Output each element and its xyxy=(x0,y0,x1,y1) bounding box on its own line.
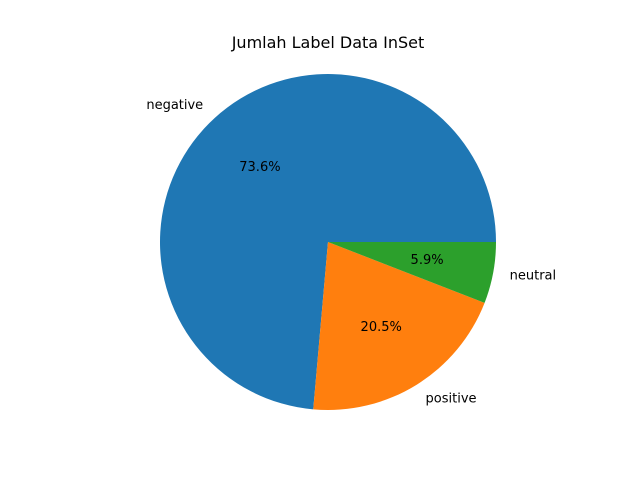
slice-label-negative: negative xyxy=(146,98,203,113)
chart-title: Jumlah Label Data InSet xyxy=(231,33,425,52)
percent-label-positive: 20.5% xyxy=(361,320,402,335)
pie-slice-neutral xyxy=(328,242,496,303)
pie-slice-positive xyxy=(313,242,485,410)
slice-label-neutral: neutral xyxy=(510,269,557,284)
slice-label-positive: positive xyxy=(426,391,477,406)
percent-label-neutral: 5.9% xyxy=(411,253,444,268)
pie-slice-negative xyxy=(160,73,496,410)
percent-label-negative: 73.6% xyxy=(239,160,280,175)
